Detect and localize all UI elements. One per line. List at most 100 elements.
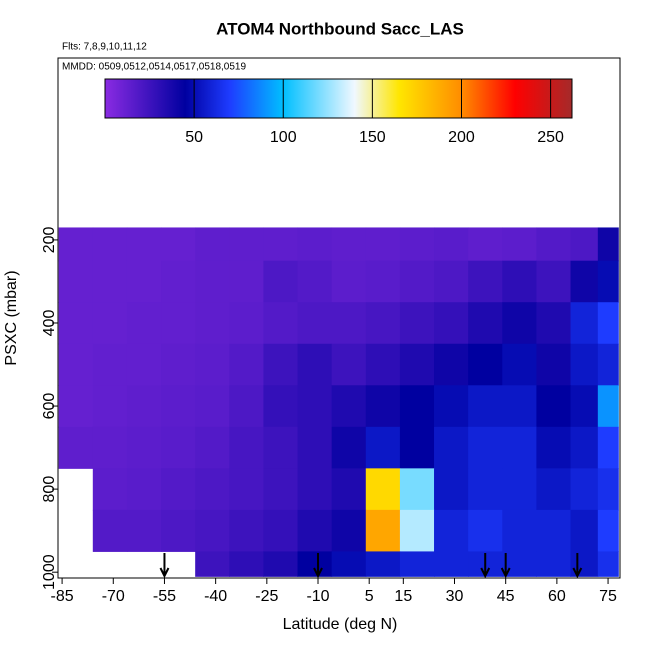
x-tick-label: -25 bbox=[255, 588, 278, 605]
heatmap-cell bbox=[468, 426, 503, 469]
heatmap-cell bbox=[161, 468, 196, 511]
heatmap-cell bbox=[195, 468, 230, 511]
subtitle: Flts: 7,8,9,10,11,12 bbox=[62, 42, 147, 53]
heatmap-cell bbox=[468, 343, 503, 386]
colorbar-tick-label: 150 bbox=[359, 129, 386, 146]
heatmap-cell bbox=[297, 426, 333, 469]
heatmap-cell bbox=[58, 385, 94, 428]
heatmap-cell bbox=[161, 343, 196, 386]
heatmap-cell bbox=[434, 426, 469, 469]
heatmap-cell bbox=[195, 260, 230, 303]
heatmap-cell bbox=[331, 260, 367, 303]
heatmap-cell bbox=[365, 302, 401, 345]
flight-arrow bbox=[159, 553, 170, 579]
heatmap-cell bbox=[126, 426, 162, 469]
heatmap-cell bbox=[126, 260, 162, 303]
heatmap-cell bbox=[434, 385, 469, 428]
heatmap-cell bbox=[229, 260, 264, 303]
heatmap-cell bbox=[502, 385, 537, 428]
heatmap-cell bbox=[263, 227, 299, 262]
heatmap-cell bbox=[263, 302, 299, 345]
heatmap-cell bbox=[92, 468, 128, 511]
heatmap-cell bbox=[297, 343, 333, 386]
heatmap-cell bbox=[399, 509, 435, 552]
heatmap-cell bbox=[434, 343, 469, 386]
heatmap-cell bbox=[195, 551, 230, 577]
heatmap-cell bbox=[161, 385, 196, 428]
heatmap-cell bbox=[297, 551, 333, 577]
y-tick-label: 800 bbox=[41, 476, 58, 503]
y-tick-label: 400 bbox=[41, 310, 58, 337]
heatmap-cell bbox=[263, 343, 299, 386]
heatmap-cell bbox=[399, 468, 435, 511]
x-tick-label: -10 bbox=[306, 588, 329, 605]
x-tick-label: 30 bbox=[446, 588, 464, 605]
heatmap-cell bbox=[195, 385, 230, 428]
heatmap-cell bbox=[536, 426, 572, 469]
heatmap-cell bbox=[297, 468, 333, 511]
heatmap-cell bbox=[597, 509, 619, 552]
heatmap-cell bbox=[570, 385, 599, 428]
heatmap-cell bbox=[92, 509, 128, 552]
heatmap-cell bbox=[195, 227, 230, 262]
heatmap-cell bbox=[597, 468, 619, 511]
heatmap-cell bbox=[92, 302, 128, 345]
x-tick-label: -55 bbox=[153, 588, 176, 605]
heatmap-cell bbox=[161, 260, 196, 303]
heatmap-cell bbox=[297, 260, 333, 303]
y-axis-label: PSXC (mbar) bbox=[3, 270, 20, 365]
heatmap-cell bbox=[434, 551, 469, 577]
heatmap-cell bbox=[58, 260, 94, 303]
heatmap-cell bbox=[365, 509, 401, 552]
heatmap-cell bbox=[161, 227, 196, 262]
heatmap-cell bbox=[502, 260, 537, 303]
heatmap-cell bbox=[399, 343, 435, 386]
heatmap-cell bbox=[536, 343, 572, 386]
heatmap-cell bbox=[195, 302, 230, 345]
heatmap-cell bbox=[229, 385, 264, 428]
heatmap-cell bbox=[434, 302, 469, 345]
y-tick-label: 600 bbox=[41, 393, 58, 420]
heatmap-cell bbox=[126, 385, 162, 428]
annotation: MMDD: 0509,0512,0514,0517,0518,0519 bbox=[62, 62, 246, 73]
heatmap-cell bbox=[570, 468, 599, 511]
heatmap-cell bbox=[597, 260, 619, 303]
heatmap-cell bbox=[597, 551, 619, 577]
heatmap-cell bbox=[570, 260, 599, 303]
heatmap-cell bbox=[263, 426, 299, 469]
heatmap-cell bbox=[597, 426, 619, 469]
heatmap-cell bbox=[92, 385, 128, 428]
flight-arrow bbox=[480, 553, 491, 579]
heatmap-cell bbox=[263, 468, 299, 511]
heatmap-cell bbox=[195, 343, 230, 386]
heatmap-cell bbox=[468, 509, 503, 552]
heatmap-cell bbox=[365, 260, 401, 303]
heatmap-cell bbox=[229, 302, 264, 345]
heatmap-cell bbox=[570, 302, 599, 345]
heatmap-cell bbox=[399, 260, 435, 303]
heatmap-cell bbox=[502, 227, 537, 262]
heatmap-cell bbox=[365, 343, 401, 386]
heatmap-cell bbox=[297, 227, 333, 262]
heatmap-cell bbox=[468, 227, 503, 262]
heatmap-cell bbox=[536, 227, 572, 262]
heatmap-cell bbox=[365, 227, 401, 262]
heatmap-cell bbox=[58, 426, 94, 469]
heatmap-cell bbox=[365, 468, 401, 511]
colorbar-tick-label: 100 bbox=[270, 129, 297, 146]
heatmap-cell bbox=[92, 343, 128, 386]
heatmap-cell bbox=[263, 385, 299, 428]
heatmap-cell bbox=[297, 302, 333, 345]
heatmap-cell bbox=[468, 468, 503, 511]
colorbar-tick-label: 250 bbox=[537, 129, 564, 146]
heatmap-cell bbox=[399, 227, 435, 262]
heatmap-cell bbox=[229, 509, 264, 552]
heatmap-cell bbox=[331, 302, 367, 345]
x-tick-label: -70 bbox=[102, 588, 125, 605]
heatmap-cell bbox=[536, 468, 572, 511]
y-tick-label: 200 bbox=[41, 226, 58, 253]
x-axis-label: Latitude (deg N) bbox=[283, 616, 398, 633]
heatmap-cell bbox=[570, 227, 599, 262]
heatmap-cell bbox=[399, 385, 435, 428]
